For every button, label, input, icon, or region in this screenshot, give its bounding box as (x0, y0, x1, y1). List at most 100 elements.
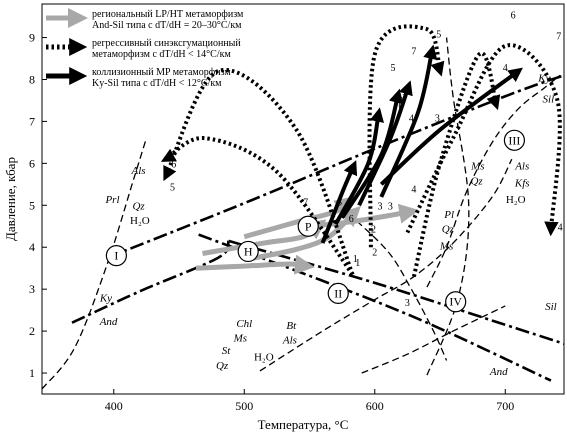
stage-number: 3 (388, 201, 393, 212)
stage-number: 7 (556, 32, 561, 43)
reaction-curve (259, 158, 513, 372)
mineral-label: Prl (104, 194, 119, 206)
path-number: 3 (401, 90, 406, 101)
mineral-label: Kfs (514, 177, 530, 189)
mineral-label: And (99, 316, 118, 328)
mineral-label: Chl (236, 318, 252, 330)
reaction-curve (426, 74, 561, 288)
collisional-path (379, 67, 523, 186)
legend-text-2: Ky-Sil типа с dT/dH < 12°C/км (92, 78, 222, 89)
x-tick-label: 600 (366, 399, 384, 413)
stage-number: 1 (353, 254, 358, 265)
lp-ht-path (195, 254, 315, 275)
path-number: 5 (391, 63, 396, 74)
mineral-label: Als (131, 165, 146, 177)
mineral-label: Ms (233, 333, 247, 345)
mineral-label: H₂O (130, 215, 150, 227)
path-number: 5 (337, 197, 342, 208)
legend-text-2: And-Sil типа с dT/dH = 20–30°C/км (92, 20, 242, 31)
path-marker-label: P (305, 219, 312, 233)
annotations: IIIIIIIVHP123456712345676357436534AlsPrl… (99, 11, 563, 378)
pt-paths (160, 24, 562, 278)
x-tick-label: 500 (235, 399, 253, 413)
path-marker-label: H (244, 244, 253, 258)
legend-text-1: регрессивный синэксгумационный (92, 38, 241, 49)
x-axis-label: Температура, °C (258, 417, 349, 432)
path-number: 6 (349, 214, 354, 225)
mineral-label: H₂O (506, 194, 526, 206)
mineral-label: Qz (442, 224, 455, 236)
reaction-curves (41, 37, 565, 390)
mineral-label: H₂O (254, 351, 274, 363)
legend-text-1: региональный LP/HT метаморфизм (92, 9, 244, 20)
reaction-curve (41, 138, 148, 390)
mineral-label: Ms (470, 161, 484, 173)
path-number: 4 (411, 185, 416, 196)
mineral-label: Ms (439, 240, 453, 252)
mineral-label: Ky (99, 293, 112, 305)
y-tick-label: 6 (29, 156, 35, 170)
stage-number: 4 (409, 113, 414, 124)
collisional-path (320, 160, 358, 244)
path-marker-circle (237, 240, 259, 263)
reaction-curve (106, 74, 565, 259)
path-marker-circle (445, 291, 467, 313)
plot-frame (41, 3, 565, 395)
path-number: 4 (503, 63, 508, 74)
stage-number: 6 (511, 11, 516, 22)
y-axis-label: Давление, кбар (3, 157, 18, 241)
path-marker-label: II (334, 286, 342, 300)
reaction-curve (426, 37, 470, 376)
y-tick-label: 1 (29, 366, 35, 380)
path-number: 2 (372, 248, 377, 259)
path-number: 1 (355, 258, 360, 269)
path-marker-label: III (508, 133, 520, 147)
mineral-label: Als (282, 335, 297, 347)
path-number: 6 (398, 101, 403, 112)
mineral-label: And (489, 366, 508, 378)
x-tick-label: 400 (105, 399, 123, 413)
path-number: 7 (411, 46, 416, 57)
mineral-label: Qz (132, 200, 145, 212)
mineral-label: Sil (543, 94, 555, 106)
reaction-curve (228, 239, 565, 345)
y-tick-label: 4 (29, 240, 35, 254)
collisional-path (357, 80, 413, 207)
path-number: 6 (171, 160, 176, 171)
y-tick-label: 2 (29, 324, 35, 338)
y-tick-label: 5 (29, 198, 35, 212)
reaction-curve (71, 240, 230, 324)
mineral-label: Qz (216, 360, 229, 372)
y-tick-label: 8 (29, 72, 35, 86)
stage-number: 2 (371, 225, 376, 236)
reaction-curve (361, 305, 506, 374)
path-number: 3 (405, 298, 410, 309)
path-marker-circle (327, 282, 349, 304)
reaction-curve (348, 213, 448, 361)
retrograde-path (160, 136, 355, 276)
mineral-label: Sil (545, 301, 557, 313)
stage-number: 5 (436, 30, 441, 41)
mineral-label: Qz (470, 175, 483, 187)
path-number: 5 (170, 183, 175, 194)
retrograde-path (411, 51, 501, 278)
retrograde-path (163, 67, 355, 276)
path-number: 7 (303, 197, 308, 208)
y-tick-label: 7 (29, 114, 35, 128)
y-tick-label: 9 (29, 31, 35, 45)
path-marker-label: IV (449, 295, 462, 309)
path-marker-label: I (114, 249, 118, 263)
path-number: 3 (435, 113, 440, 124)
mineral-label: Pl (443, 209, 454, 221)
legend-text-1: коллизионный MP метаморфизм (92, 67, 231, 78)
legend-text-2: метаморфизм с dT/dH < 14°C/км (92, 49, 231, 60)
path-number: 4 (558, 222, 563, 233)
x-tick-label: 700 (496, 399, 514, 413)
collisional-path (333, 107, 384, 226)
y-tick-label: 3 (29, 282, 35, 296)
path-marker-circle (105, 245, 127, 267)
mineral-label: St (222, 345, 232, 357)
